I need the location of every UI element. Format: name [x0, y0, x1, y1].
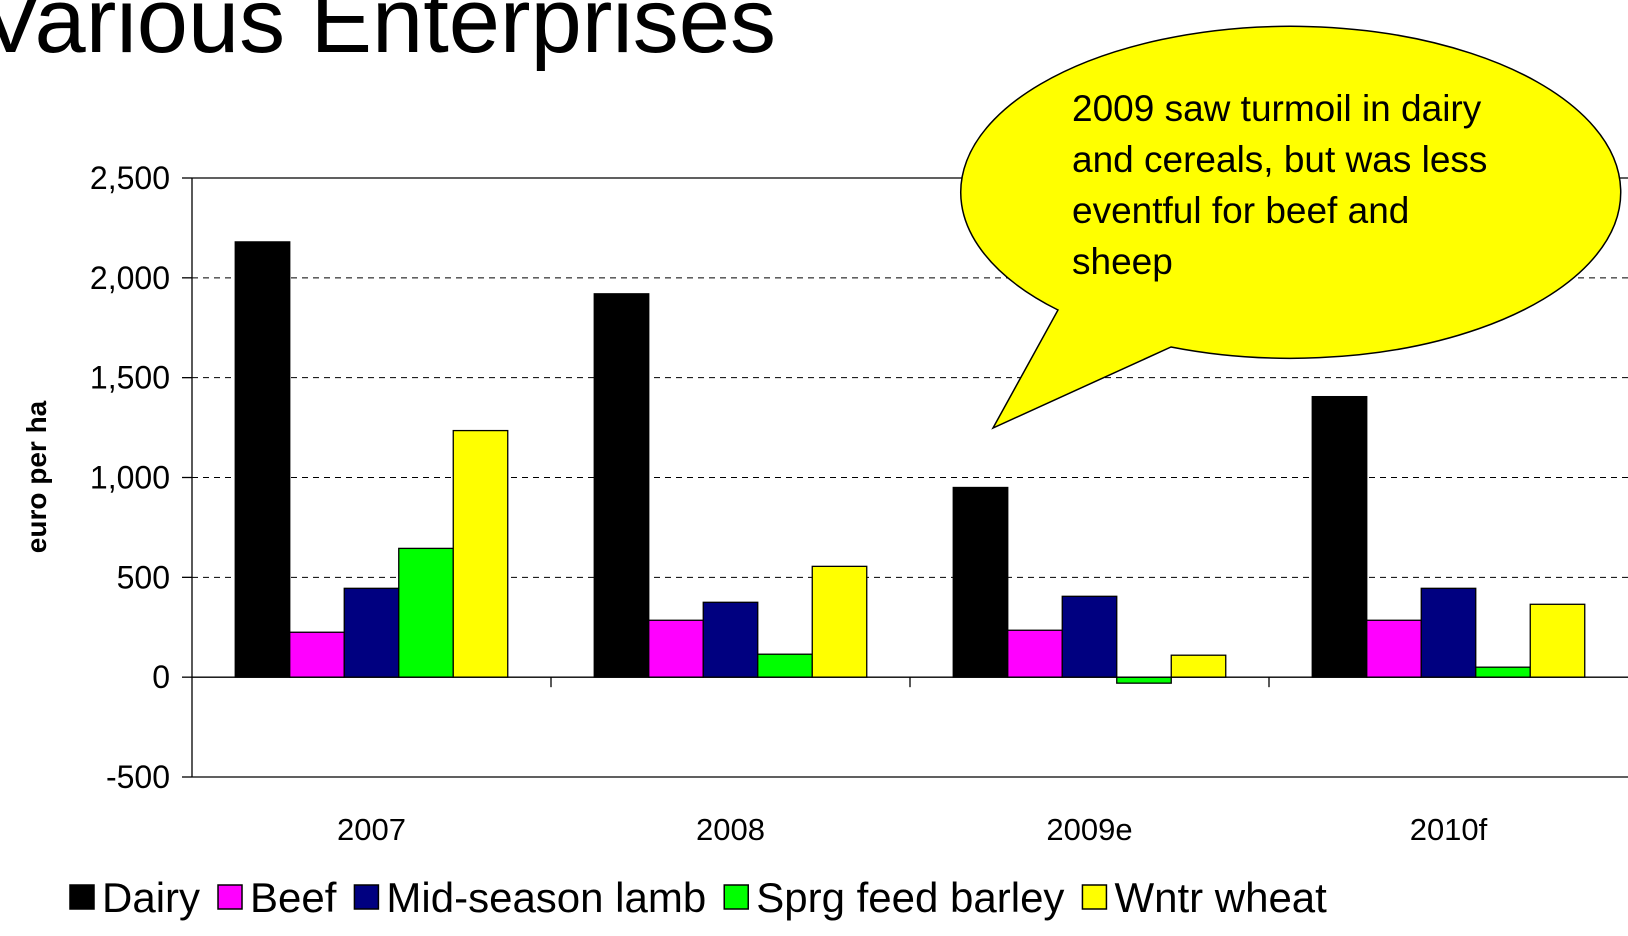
- y-tick-labels: -500 0 500 1,000 1,500 2,000 2,500: [90, 160, 170, 795]
- legend-label: Wntr wheat: [1114, 874, 1327, 921]
- bar-dairy-2010f: [1311, 395, 1368, 678]
- x-category-label: 2008: [696, 812, 765, 847]
- x-category-label: 2009e: [1046, 812, 1132, 847]
- legend-label: Beef: [250, 874, 337, 921]
- legend: Dairy Beef Mid-season lamb Sprg feed barley…: [69, 874, 1327, 921]
- callout-text-line: eventful for beef and: [1072, 190, 1409, 231]
- x-category-labels: 2007 2008 2009e 2010f: [337, 812, 1488, 847]
- y-tick-label: 0: [152, 659, 170, 695]
- callout-text: 2009 saw turmoil in dairy and cereals, bu…: [1072, 88, 1487, 282]
- bar-dairy-2008: [593, 293, 650, 678]
- y-axis-label: euro per ha: [21, 400, 52, 553]
- legend-label: Sprg feed barley: [756, 874, 1064, 921]
- legend-swatch: [1081, 884, 1108, 910]
- x-category-label: 2007: [337, 812, 406, 847]
- y-tick-label: 500: [117, 559, 170, 595]
- bar-mid-season-lamb-2010f: [1420, 587, 1477, 678]
- speech-bubble-callout: 2009 saw turmoil in dairy and cereals, bu…: [959, 25, 1622, 430]
- legend-swatch: [69, 884, 95, 910]
- slide-title: Various Enterprises: [0, 0, 776, 72]
- bar-sprg-feed-barley-2008: [757, 653, 813, 678]
- callout-bubble-shape: [959, 25, 1622, 430]
- y-tick-label: 1,500: [90, 360, 170, 396]
- callout-text-line: and cereals, but was less: [1072, 139, 1487, 180]
- x-category-label: 2010f: [1410, 812, 1488, 847]
- legend-swatch: [217, 884, 243, 910]
- bar-mid-season-lamb-2008: [702, 601, 759, 678]
- bar-mid-season-lamb-2007: [343, 587, 400, 678]
- legend-swatch: [353, 884, 380, 910]
- bar-dairy-2007: [234, 241, 291, 678]
- bars: [234, 241, 1586, 684]
- bar-sprg-feed-barley-2010f: [1475, 666, 1531, 678]
- bar-beef-2010f: [1366, 619, 1422, 678]
- bar-dairy-2009e: [952, 486, 1009, 678]
- y-tick-label: 2,500: [90, 160, 170, 196]
- bar-beef-2008: [648, 619, 704, 678]
- bar-wntr-wheat-2009e: [1170, 654, 1227, 678]
- y-tick-label: 2,000: [90, 260, 170, 296]
- bar-sprg-feed-barley-2009e: [1116, 676, 1172, 684]
- bar-wntr-wheat-2007: [452, 429, 509, 678]
- legend-swatch: [723, 884, 749, 910]
- legend-label: Dairy: [102, 874, 200, 921]
- legend-label: Mid-season lamb: [386, 874, 706, 921]
- y-tick-label: 1,000: [90, 460, 170, 496]
- callout-text-line: 2009 saw turmoil in dairy: [1072, 88, 1482, 129]
- bar-wntr-wheat-2008: [811, 565, 868, 678]
- bar-mid-season-lamb-2009e: [1061, 595, 1118, 678]
- bar-wntr-wheat-2010f: [1529, 603, 1586, 678]
- bar-sprg-feed-barley-2007: [398, 547, 454, 678]
- bar-beef-2009e: [1007, 629, 1063, 678]
- bar-beef-2007: [289, 631, 345, 678]
- y-tick-label: -500: [106, 759, 170, 795]
- callout-text-line: sheep: [1072, 241, 1173, 282]
